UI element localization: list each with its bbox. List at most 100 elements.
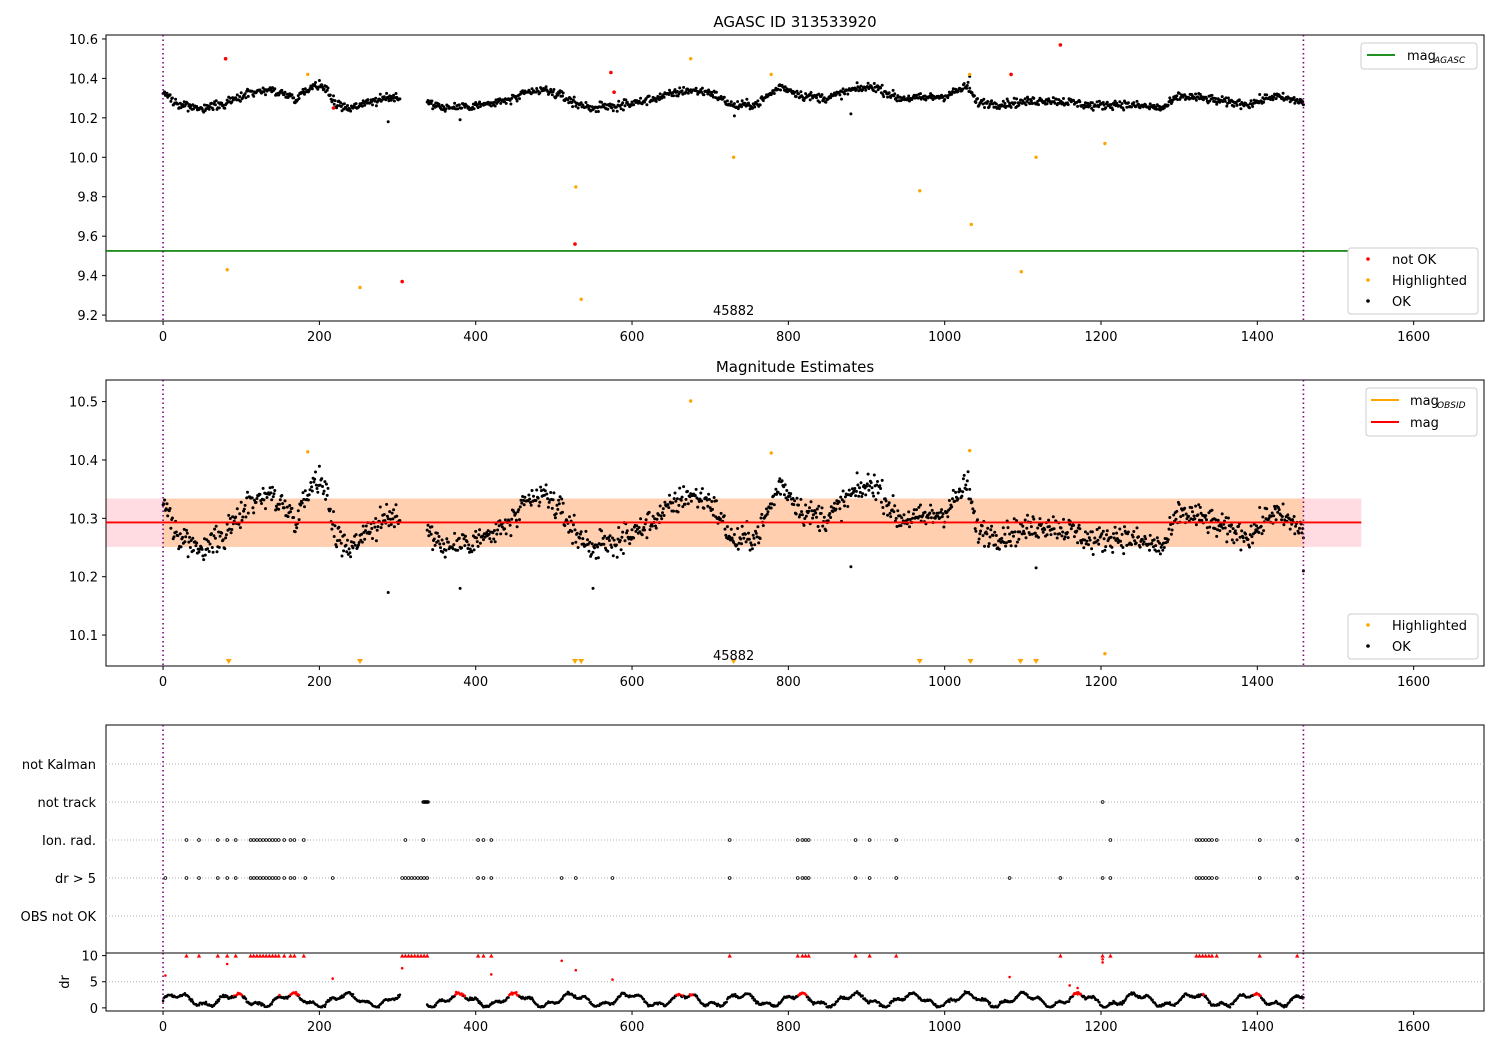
x-tick-label: 600 xyxy=(620,330,645,345)
flag-point xyxy=(1203,876,1208,880)
ok-point xyxy=(660,517,664,521)
flag-point xyxy=(292,838,297,842)
ok-point xyxy=(197,550,201,554)
dr-point xyxy=(1053,1003,1057,1006)
highlighted-point xyxy=(731,155,736,159)
ok-point xyxy=(282,506,286,510)
dr-capped-marker xyxy=(727,953,732,958)
ok-point xyxy=(700,499,704,503)
ok-point xyxy=(722,514,726,518)
ok-point xyxy=(213,536,217,540)
ok-point xyxy=(1158,552,1162,556)
ok-point xyxy=(838,507,842,511)
ok-point xyxy=(385,514,389,518)
ok-point xyxy=(1257,531,1261,534)
ok-point xyxy=(588,104,592,108)
ok-point xyxy=(539,485,543,489)
ok-point xyxy=(803,517,807,520)
ok-point xyxy=(568,515,571,519)
dr-point xyxy=(1120,1003,1124,1006)
ok-point xyxy=(1047,525,1051,528)
ok-point xyxy=(239,91,243,95)
ok-point xyxy=(1292,515,1296,518)
ok-point xyxy=(195,541,199,545)
ok-point xyxy=(347,547,351,551)
ok-point xyxy=(370,527,374,530)
ok-point xyxy=(704,496,708,500)
ok-point xyxy=(962,473,966,477)
ok-point xyxy=(1237,524,1241,528)
ok-point xyxy=(786,498,790,502)
ok-point xyxy=(460,546,464,550)
ok-point xyxy=(974,529,978,533)
ok-point xyxy=(278,498,282,502)
ok-point xyxy=(822,515,826,519)
ok-point xyxy=(765,512,769,516)
ok-point xyxy=(855,81,859,85)
ok-point xyxy=(820,93,824,97)
ok-point xyxy=(841,489,845,493)
ok-point xyxy=(510,517,514,521)
legend-box xyxy=(1347,613,1479,660)
flag-point xyxy=(1210,876,1214,880)
dr-point xyxy=(733,992,737,996)
ok-point xyxy=(240,518,244,522)
ok-point xyxy=(1148,533,1152,537)
ok-point xyxy=(789,492,793,496)
ok-point xyxy=(1008,532,1012,536)
dr-point xyxy=(221,993,225,997)
ok-point xyxy=(840,97,843,101)
ok-point xyxy=(1051,96,1055,100)
not-ok-point xyxy=(612,90,616,94)
ok-point xyxy=(296,94,300,98)
ok-point xyxy=(986,526,990,530)
ok-point xyxy=(306,498,310,502)
ok-point xyxy=(770,91,774,95)
highlighted-point xyxy=(968,448,972,453)
flag-point xyxy=(610,876,615,880)
ok-point xyxy=(570,101,574,104)
ok-point xyxy=(200,547,204,551)
dr-point xyxy=(434,1004,438,1007)
ok-point xyxy=(700,90,704,94)
x-tick-label: 1600 xyxy=(1397,330,1430,345)
ok-point xyxy=(1155,549,1158,553)
ok-point xyxy=(782,493,786,497)
ok-point xyxy=(615,555,619,559)
ok-point xyxy=(757,541,761,545)
ok-point xyxy=(1078,527,1082,531)
ok-point xyxy=(472,107,476,111)
ok-point xyxy=(747,537,751,541)
ok-point xyxy=(603,102,607,106)
ok-point xyxy=(237,522,241,526)
ok-point xyxy=(386,517,390,521)
ok-point xyxy=(476,544,480,548)
ok-point xyxy=(286,515,290,519)
ok-point xyxy=(1018,530,1022,534)
ok-point xyxy=(594,110,598,114)
ok-point xyxy=(194,544,198,548)
ok-point xyxy=(1226,96,1230,100)
ok-point xyxy=(1237,98,1241,102)
ok-point xyxy=(606,549,610,553)
ok-point xyxy=(950,92,954,96)
dr-capped-marker xyxy=(233,953,238,958)
ok-point xyxy=(961,87,965,91)
dr-point xyxy=(861,994,864,997)
x-tick-label: 1200 xyxy=(1084,675,1117,690)
dr-capped-marker xyxy=(1206,953,1212,958)
ok-point xyxy=(182,527,186,531)
ok-point xyxy=(534,499,538,502)
legend-label: Highlighted xyxy=(1392,274,1467,289)
flag-point xyxy=(303,876,308,880)
ok-point xyxy=(527,493,531,497)
ok-point xyxy=(1036,526,1040,530)
ok-point xyxy=(1097,526,1101,530)
ok-point xyxy=(571,541,575,545)
ok-point xyxy=(374,96,378,100)
ok-point xyxy=(292,96,296,100)
ok-point xyxy=(872,82,876,85)
ok-point xyxy=(869,481,873,485)
dr-point xyxy=(642,997,646,1001)
ok-point xyxy=(970,91,974,95)
